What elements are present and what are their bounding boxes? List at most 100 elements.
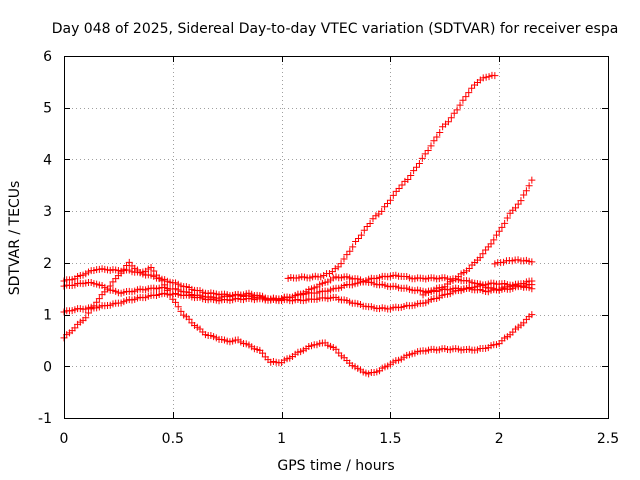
data-point (503, 214, 511, 222)
data-point (415, 159, 423, 167)
data-point (332, 345, 340, 353)
data-point (317, 273, 325, 281)
data-point (427, 142, 435, 150)
data-point (492, 231, 500, 239)
plot-frame (64, 56, 609, 419)
data-point (407, 172, 415, 180)
y-tick-label: 0 (43, 359, 52, 375)
y-tick-label: 3 (43, 204, 52, 220)
data-point (392, 187, 400, 195)
data-point (476, 254, 484, 262)
data-point (366, 219, 374, 227)
y-tick-label: -1 (38, 411, 52, 427)
data-point (495, 227, 503, 235)
data-point (479, 250, 487, 258)
y-tick-label: 4 (43, 152, 52, 168)
data-point (352, 238, 360, 246)
data-point (462, 93, 470, 101)
data-point (522, 187, 530, 195)
data-series (60, 71, 536, 378)
data-point (501, 219, 509, 227)
data-point (354, 234, 362, 242)
data-point (343, 251, 351, 259)
data-point (360, 226, 368, 234)
chart-title: Day 048 of 2025, Sidereal Day-to-day VTE… (52, 21, 619, 37)
data-point (395, 184, 403, 192)
data-point (337, 260, 345, 268)
data-point (413, 163, 421, 171)
data-point (346, 247, 354, 255)
data-point (491, 260, 499, 268)
data-point (389, 191, 397, 199)
data-point (487, 240, 495, 248)
data-point (331, 265, 339, 273)
data-point (447, 114, 455, 122)
data-point (378, 207, 386, 215)
data-point (95, 295, 103, 303)
data-point (508, 257, 516, 265)
data-point (328, 268, 336, 276)
y-tick-label: 6 (43, 49, 52, 65)
data-point (465, 89, 473, 97)
x-axis-label: GPS time / hours (277, 458, 394, 474)
y-axis-label: SDTVAR / TECUs (7, 181, 23, 296)
data-point (404, 176, 412, 184)
data-point (528, 176, 536, 184)
data-point (177, 307, 185, 315)
x-tick-label: 2 (495, 431, 504, 447)
x-tick-labels: 0 0.5 1 1.5 2 2.5 (60, 431, 620, 447)
data-point (418, 154, 426, 162)
data-point (82, 314, 90, 322)
data-point (340, 255, 348, 263)
data-point (528, 277, 536, 285)
y-tick-labels: -1 0 1 2 3 4 5 6 (38, 49, 52, 427)
data-point (482, 73, 490, 81)
y-tick-label: 2 (43, 256, 52, 272)
data-point (174, 303, 182, 311)
data-point (172, 298, 180, 306)
data-point (512, 204, 520, 212)
x-tick-label: 0.5 (162, 431, 184, 447)
data-point (430, 137, 438, 145)
data-point (320, 271, 328, 279)
data-point (381, 203, 389, 211)
data-point (453, 106, 461, 114)
data-point (436, 129, 444, 137)
y-tick-label: 5 (43, 101, 52, 117)
data-point (398, 181, 406, 189)
data-point (386, 196, 394, 204)
data-point (450, 109, 458, 117)
data-point (490, 236, 498, 244)
data-point (500, 258, 508, 266)
data-point (369, 215, 377, 223)
x-tick-label: 1.5 (379, 431, 401, 447)
x-tick-label: 1 (277, 431, 286, 447)
data-point (485, 73, 493, 81)
x-tick-label: 0 (60, 431, 69, 447)
data-point (125, 258, 133, 266)
data-point (349, 243, 357, 251)
data-point (525, 182, 533, 190)
y-tick-label: 1 (43, 308, 52, 324)
data-point (410, 167, 418, 175)
grid-lines (64, 56, 608, 418)
data-point (479, 74, 487, 82)
data-point (383, 199, 391, 207)
data-point (528, 311, 536, 319)
data-point (456, 101, 464, 109)
data-point (372, 212, 380, 220)
data-point (498, 223, 506, 231)
data-point (468, 84, 476, 92)
data-point (459, 96, 467, 104)
data-point (357, 231, 365, 239)
data-point (259, 349, 267, 357)
data-point (528, 258, 536, 266)
data-point (517, 197, 525, 205)
data-point (514, 200, 522, 208)
data-point (424, 147, 432, 155)
data-point (465, 265, 473, 273)
data-point (514, 256, 522, 264)
data-point (491, 72, 499, 80)
